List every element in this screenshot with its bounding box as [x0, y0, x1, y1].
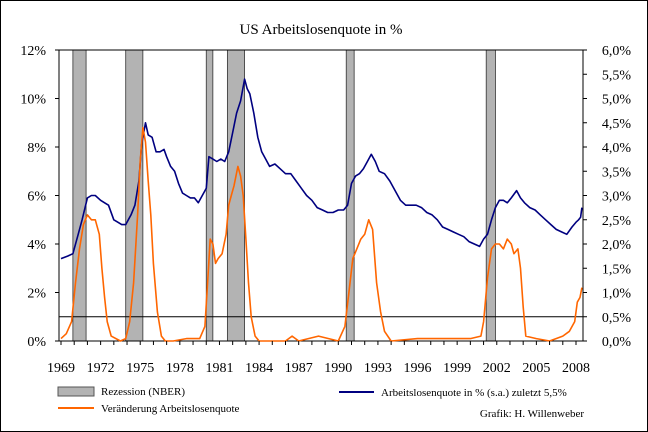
x-tick-label-2002: 2002: [483, 361, 511, 376]
recession-bar-4: [345, 49, 355, 342]
right-tick-label-10: 5,0%: [602, 93, 632, 108]
right-tick-label-7: 3,5%: [602, 165, 632, 180]
right-tick-label-1: 0,5%: [602, 311, 632, 326]
right-axis: 0,0% 0,5% 1,0% 1,5% 2,0% 2,5% 3,0% 3,5% 4,0% 4,5%…: [583, 44, 631, 350]
x-tick-label-1981: 1981: [205, 361, 233, 376]
x-tick-label-1993: 1993: [364, 361, 392, 376]
left-axis: 0% 2% 4% 6% 8% 10% 12%: [20, 44, 59, 350]
legend-orange-label: Veränderung Arbeitslosenquote: [101, 403, 239, 415]
x-tick-label-1999: 1999: [443, 361, 471, 376]
x-tick-label-1996: 1996: [404, 361, 432, 376]
right-tick-label-6: 3,0%: [602, 190, 632, 205]
series-line-0: [60, 78, 583, 260]
recession-bar-5: [485, 49, 496, 342]
left-tick-label-0: 0%: [27, 335, 46, 350]
right-tick-label-9: 4,5%: [602, 117, 632, 132]
left-tick-label-6: 12%: [20, 44, 46, 59]
series-layer: [60, 78, 583, 342]
series-line-1: [60, 126, 583, 342]
x-tick-label-2008: 2008: [562, 361, 590, 376]
recession-bar-0: [72, 49, 87, 342]
left-tick-label-2: 4%: [27, 238, 46, 253]
x-tick-label-1978: 1978: [166, 361, 194, 376]
right-tick-label-5: 2,5%: [602, 214, 632, 229]
x-axis: 1969 1972 1975 1978 1981 1984 1987 1990 1993 1996…: [47, 341, 590, 376]
left-tick-label-1: 2%: [27, 287, 46, 302]
chart-title: US Arbeitslosenquote in %: [240, 22, 403, 38]
left-tick-label-5: 10%: [20, 93, 46, 108]
right-tick-label-4: 2,0%: [602, 238, 632, 253]
chart-credit: Grafik: H. Willenweber: [480, 408, 584, 420]
legend: Rezession (NBER) Veränderung Arbeitslose…: [57, 386, 584, 420]
recession-bar-1: [125, 49, 144, 342]
x-tick-label-1987: 1987: [285, 361, 313, 376]
left-tick-label-3: 6%: [27, 190, 46, 205]
legend-recession-label: Rezession (NBER): [101, 386, 185, 398]
left-tick-label-4: 8%: [27, 141, 46, 156]
right-tick-label-11: 5,5%: [602, 68, 632, 83]
x-tick-label-1975: 1975: [126, 361, 154, 376]
x-tick-label-1990: 1990: [324, 361, 352, 376]
legend-blue-label: Arbeitslosenquote in % (s.a.) zuletzt 5,…: [381, 387, 567, 399]
right-tick-label-12: 6,0%: [602, 44, 632, 59]
right-tick-label-8: 4,0%: [602, 141, 632, 156]
x-tick-label-2005: 2005: [522, 361, 550, 376]
right-tick-label-3: 1,5%: [602, 262, 632, 277]
x-tick-label-1969: 1969: [47, 361, 75, 376]
legend-recession-swatch: [57, 386, 95, 397]
x-tick-label-1984: 1984: [245, 361, 273, 376]
right-tick-label-0: 0,0%: [602, 335, 632, 350]
x-tick-label-1972: 1972: [87, 361, 115, 376]
right-tick-label-2: 1,0%: [602, 287, 632, 302]
